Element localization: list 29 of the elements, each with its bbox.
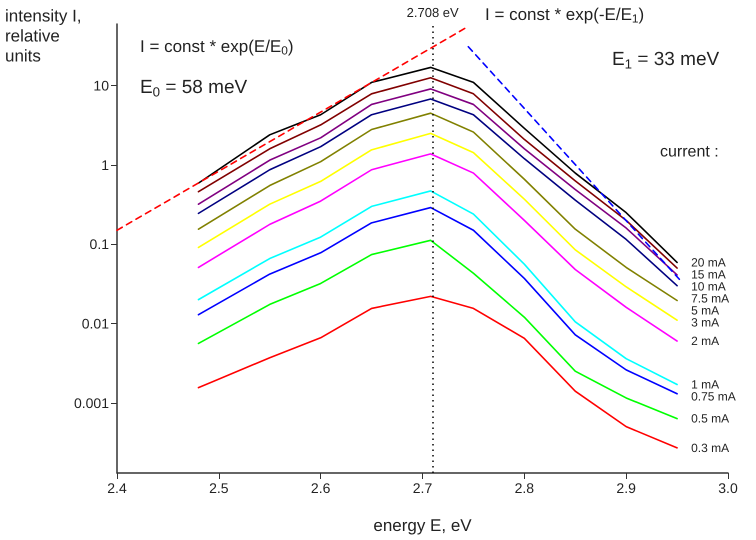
x-tick-label: 2.7 [412, 480, 432, 496]
series-label: 1 mA [691, 377, 720, 392]
series-label: 7.5 mA [691, 291, 730, 306]
series-label: 5 mA [691, 303, 720, 318]
y-tick-label: 10 [93, 78, 110, 94]
x-axis-title: energy E, eV [373, 516, 472, 535]
x-tick-label: 2.4 [107, 480, 127, 496]
series-label: 0.75 mA [691, 389, 736, 404]
series-label: 0.3 mA [691, 440, 730, 455]
y-tick-label: 0.001 [74, 394, 110, 411]
x-tick-label: 2.5 [209, 480, 229, 496]
line-series [198, 296, 678, 449]
series-label: 0.5 mA [691, 412, 730, 426]
series-label: 3 mA [691, 315, 720, 330]
y-tick-label: 1 [101, 156, 110, 173]
series-label: 10 mA [691, 279, 726, 294]
series-label: 20 mA [691, 255, 726, 270]
line-series [198, 240, 678, 420]
ref-line-label: 2.708 eV [406, 5, 460, 20]
annotation: current : [660, 144, 719, 160]
x-tick-label: 2.8 [514, 480, 534, 496]
y-tick-label: 0.01 [82, 315, 110, 332]
x-tick-label: 2.6 [310, 480, 331, 496]
y-tick-label: 0.1 [90, 236, 110, 252]
y-axis-title: intensity I, relative units [5, 6, 86, 66]
x-tick-label: 3.0 [718, 480, 738, 496]
series-label: 15 mA [691, 267, 726, 282]
series-label: 2 mA [691, 334, 720, 348]
x-tick-label: 2.9 [616, 480, 636, 496]
